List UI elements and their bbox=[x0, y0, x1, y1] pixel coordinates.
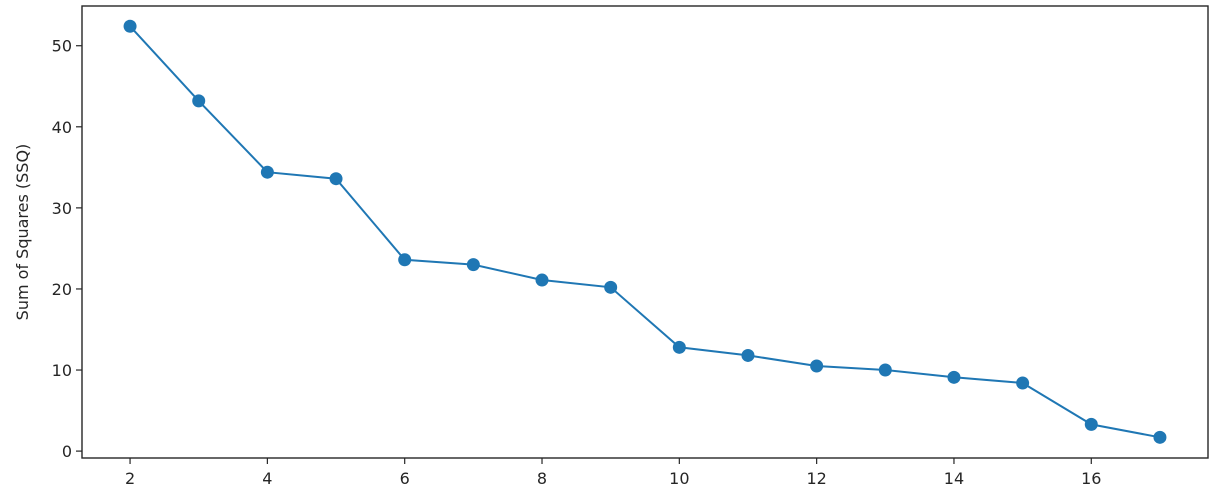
x-axis: 2 4 6 8 10 12 14 16 bbox=[125, 458, 1101, 488]
data-point bbox=[466, 258, 480, 272]
data-point bbox=[947, 370, 961, 384]
x-tick-label: 2 bbox=[125, 469, 135, 488]
plot-area bbox=[81, 5, 1209, 459]
x-tick-label: 14 bbox=[944, 469, 964, 488]
y-tick-label: 10 bbox=[52, 361, 72, 380]
data-point bbox=[398, 253, 412, 267]
y-tick-label: 0 bbox=[62, 442, 72, 461]
x-tick-label: 4 bbox=[262, 469, 272, 488]
y-axis-label: Sum of Squares (SSQ) bbox=[13, 144, 32, 321]
data-point bbox=[604, 280, 618, 294]
data-point bbox=[810, 359, 824, 373]
y-tick-label: 30 bbox=[52, 199, 72, 218]
series-line bbox=[129, 25, 1161, 439]
data-point bbox=[741, 348, 755, 362]
x-tick-label: 10 bbox=[669, 469, 689, 488]
data-point bbox=[329, 172, 343, 186]
data-point bbox=[535, 273, 549, 287]
data-point bbox=[123, 19, 137, 33]
data-point bbox=[1084, 417, 1098, 431]
y-tick-label: 20 bbox=[52, 280, 72, 299]
x-tick-label: 16 bbox=[1081, 469, 1101, 488]
data-point bbox=[260, 165, 274, 179]
x-tick-label: 8 bbox=[537, 469, 547, 488]
data-point bbox=[1016, 376, 1030, 390]
y-tick-label: 40 bbox=[52, 118, 72, 137]
data-points bbox=[123, 19, 1167, 444]
data-point bbox=[878, 363, 892, 377]
x-tick-label: 12 bbox=[806, 469, 826, 488]
y-tick-label: 50 bbox=[52, 37, 72, 56]
data-point bbox=[672, 340, 686, 354]
x-tick-label: 6 bbox=[400, 469, 410, 488]
data-point bbox=[192, 94, 206, 108]
data-point bbox=[1153, 430, 1167, 444]
y-axis: 0 10 20 30 40 50 bbox=[52, 37, 82, 461]
